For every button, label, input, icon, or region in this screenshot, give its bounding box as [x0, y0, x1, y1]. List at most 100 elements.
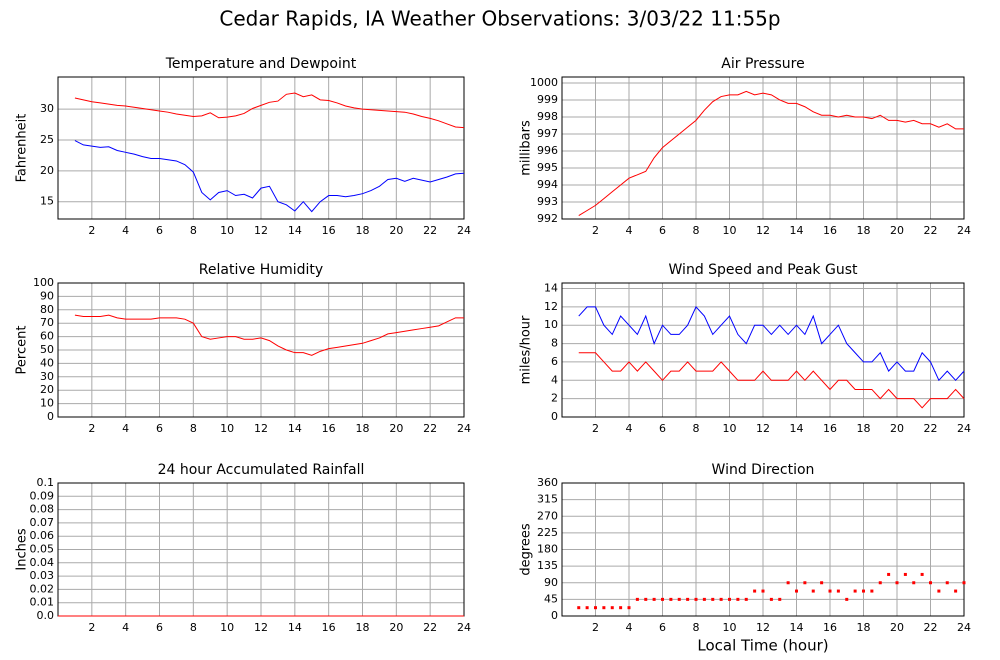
- point: [845, 597, 849, 601]
- point: [652, 597, 656, 601]
- x-tick-label: 16: [823, 422, 837, 435]
- y-tick-label: 996: [537, 144, 558, 157]
- point: [635, 597, 639, 601]
- point: [962, 581, 966, 585]
- x-tick-label: 24: [957, 621, 971, 634]
- x-tick-label: 12: [756, 224, 770, 237]
- x-tick-label: 18: [356, 224, 370, 237]
- y-tick-label: 30: [40, 370, 54, 383]
- panel-title: Relative Humidity: [199, 262, 323, 278]
- x-tick-label: 6: [659, 422, 666, 435]
- x-tick-label: 14: [790, 621, 804, 634]
- x-tick-label: 2: [88, 621, 95, 634]
- x-tick-label: 8: [693, 224, 700, 237]
- x-tick-label: 8: [190, 422, 197, 435]
- series-line: [578, 305, 965, 382]
- point: [661, 597, 664, 601]
- x-tick-label: 16: [322, 621, 336, 634]
- x-tick-label: 12: [756, 621, 770, 634]
- y-tick-label: 8: [551, 337, 558, 350]
- y-tick-label: 90: [544, 576, 558, 589]
- point: [577, 606, 581, 610]
- point: [744, 597, 748, 601]
- x-tick-label: 16: [322, 422, 336, 435]
- y-tick-label: 20: [40, 383, 54, 396]
- series-line: [578, 90, 964, 217]
- y-tick-label: 315: [537, 493, 558, 506]
- x-tick-label: 24: [457, 621, 471, 634]
- panel-title: 24 hour Accumulated Rainfall: [158, 462, 365, 478]
- x-tick-label: 14: [288, 422, 302, 435]
- x-tick-label: 6: [156, 621, 163, 634]
- y-tick-label: 25: [40, 133, 54, 146]
- point: [929, 581, 932, 585]
- x-tick-label: 6: [156, 224, 163, 237]
- point: [811, 589, 815, 593]
- point: [795, 589, 798, 593]
- x-tick-label: 20: [890, 422, 904, 435]
- y-tick-label: 997: [537, 127, 558, 140]
- x-tick-label: 6: [659, 224, 666, 237]
- y-tick-label: 6: [551, 355, 558, 368]
- x-tick-label: 10: [220, 621, 234, 634]
- y-tick-label: 994: [537, 178, 558, 191]
- x-tick-label: 8: [693, 621, 700, 634]
- y-tick-label: 70: [40, 316, 54, 329]
- point: [702, 597, 706, 601]
- point: [836, 589, 840, 593]
- x-tick-label: 24: [457, 224, 471, 237]
- y-tick-label: 80: [40, 303, 54, 316]
- point: [753, 589, 757, 593]
- x-tick-label: 18: [356, 621, 370, 634]
- y-tick-label: 4: [551, 373, 558, 386]
- point: [711, 597, 715, 601]
- x-tick-label: 4: [122, 422, 129, 435]
- x-tick-label: 20: [389, 224, 403, 237]
- y-tick-label: 0.08: [30, 503, 55, 516]
- x-tick-label: 20: [389, 422, 403, 435]
- x-tick-label: 14: [790, 224, 804, 237]
- plot-frame: [57, 282, 465, 418]
- point: [895, 581, 899, 585]
- y-tick-label: 0: [47, 410, 54, 423]
- series-line: [578, 352, 965, 409]
- y-tick-label: 2: [551, 392, 558, 405]
- y-tick-label: 993: [537, 195, 558, 208]
- y-tick-label: 0.01: [30, 596, 55, 609]
- x-tick-label: 14: [288, 621, 302, 634]
- y-tick-label: 15: [40, 195, 54, 208]
- x-tick-label: 22: [423, 224, 437, 237]
- point: [878, 581, 882, 585]
- series-line: [74, 314, 464, 356]
- plot-frame: [561, 76, 965, 220]
- point: [694, 597, 698, 601]
- y-axis-label: degrees: [519, 523, 534, 576]
- x-tick-label: 10: [220, 224, 234, 237]
- y-tick-label: 30: [40, 102, 54, 115]
- x-tick-label: 2: [592, 621, 599, 634]
- y-tick-label: 0.09: [30, 489, 55, 502]
- y-tick-label: 0.06: [30, 529, 55, 542]
- point: [937, 589, 941, 593]
- point: [619, 606, 623, 610]
- x-tick-label: 14: [790, 422, 804, 435]
- y-tick-label: 180: [537, 543, 558, 556]
- point: [719, 597, 723, 601]
- point: [945, 581, 949, 585]
- plot-frame: [561, 482, 965, 617]
- point: [627, 606, 631, 610]
- y-tick-label: 992: [537, 212, 558, 225]
- y-tick-label: 360: [537, 476, 558, 489]
- y-tick-label: 0.1: [37, 476, 55, 489]
- x-tick-label: 8: [190, 621, 197, 634]
- point: [903, 572, 907, 576]
- x-tick-label: 12: [756, 422, 770, 435]
- point: [828, 589, 832, 593]
- x-tick-label: 10: [723, 422, 737, 435]
- y-tick-label: 0.02: [30, 582, 55, 595]
- y-axis-label: Fahrenheit: [15, 114, 30, 183]
- y-tick-label: 0.0: [37, 609, 55, 622]
- x-tick-label: 4: [122, 621, 129, 634]
